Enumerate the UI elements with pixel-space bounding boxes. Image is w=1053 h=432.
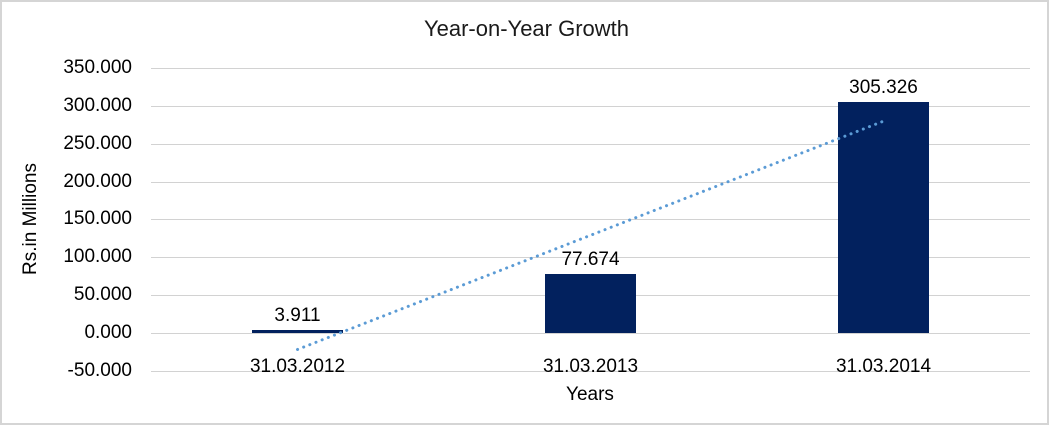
bar-value-label: 3.911: [274, 305, 321, 327]
gridline: [151, 219, 1030, 221]
bar-value-label: 77.674: [561, 249, 620, 271]
x-axis-title: Years: [566, 384, 614, 405]
y-tick-label: -50.000: [67, 359, 132, 381]
gridline: [151, 333, 1030, 334]
bar: [545, 274, 636, 333]
gridline: [151, 105, 1030, 107]
x-tick-label: 31.03.2012: [249, 356, 346, 377]
y-tick-label: 200.000: [63, 170, 132, 192]
y-tick-label: 300.000: [63, 94, 132, 116]
gridline: [151, 370, 1030, 372]
gridline: [151, 67, 1030, 69]
y-tick-label: 150.000: [63, 208, 132, 230]
gridline: [151, 143, 1030, 145]
bar: [252, 330, 343, 333]
chart-title: Year-on-Year Growth: [423, 16, 630, 41]
bar-value-label: 305.326: [849, 76, 918, 98]
y-tick-label: 350.000: [63, 56, 132, 78]
y-tick-label: 50.000: [73, 284, 132, 306]
gridline: [151, 181, 1030, 183]
bar: [838, 101, 929, 333]
x-tick-label: 31.03.2013: [542, 356, 639, 377]
y-tick-label: 0.000: [84, 322, 132, 343]
gridline: [151, 257, 1030, 259]
trendline-path: [296, 119, 885, 351]
x-tick-label: 31.03.2014: [835, 356, 932, 377]
y-tick-label: 250.000: [63, 132, 132, 154]
y-tick-label: 100.000: [63, 246, 132, 268]
